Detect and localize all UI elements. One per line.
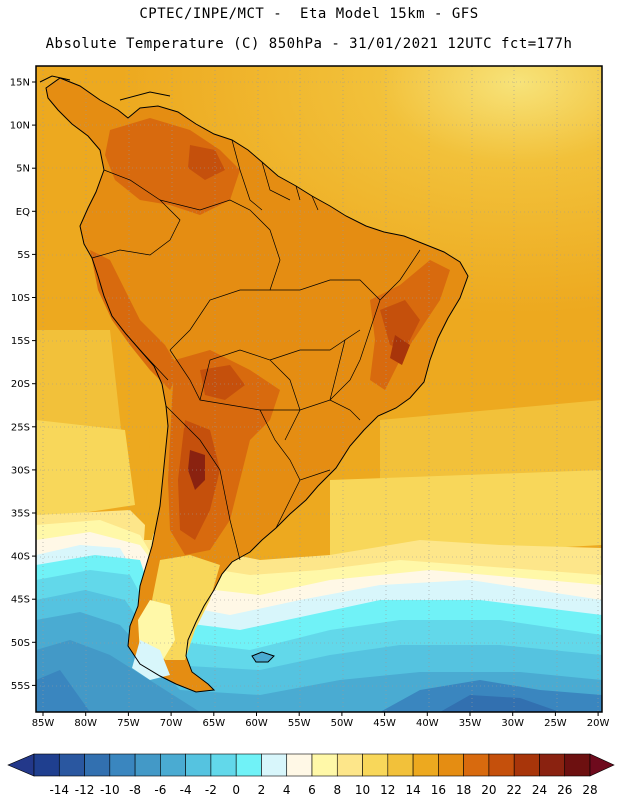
colorbar-swatch: [109, 753, 136, 777]
longitude-axis: 85W 80W 75W 70W 65W 60W 55W 50W 45W 40W 35W 30W 25W 2…: [32, 712, 610, 729]
lon-label: 40W: [416, 718, 439, 729]
colorbar-swatch: [362, 753, 389, 777]
colorbar-swatch: [564, 753, 591, 777]
lat-label: 55S: [11, 681, 30, 692]
lon-label: 80W: [74, 718, 97, 729]
colorbar-label: 14: [405, 783, 420, 797]
colorbar-label: 4: [283, 783, 291, 797]
colorbar-swatch: [286, 753, 313, 777]
lat-label: 10S: [11, 293, 30, 304]
lat-label: 40S: [11, 552, 30, 563]
colorbar-swatch: [134, 753, 161, 777]
colorbar-label: 18: [456, 783, 471, 797]
lat-label: 20S: [11, 379, 30, 390]
colorbar-label: 12: [380, 783, 395, 797]
lat-label: 10N: [10, 121, 30, 132]
lat-label: 15S: [11, 336, 30, 347]
colorbar-label: 6: [308, 783, 316, 797]
lat-label: 15N: [10, 78, 30, 89]
lon-label: 25W: [544, 718, 567, 729]
field-layer: [36, 66, 602, 712]
plot-frame: [35, 65, 603, 713]
lon-label: 20W: [587, 718, 610, 729]
lat-label: 5N: [16, 164, 30, 175]
colorbar-label: 16: [431, 783, 446, 797]
colorbar-label: 0: [232, 783, 240, 797]
colorbar-swatch: [185, 753, 212, 777]
lat-label: 45S: [11, 595, 30, 606]
colorbar-swatch: [84, 753, 111, 777]
latitude-axis: 15N 10N 5N EQ 5S 10S 15S 20S 25S 30S 35S 40S 45S 50S 5…: [10, 78, 36, 692]
lat-label: 25S: [11, 422, 30, 433]
colorbar-swatch: [58, 753, 85, 777]
chart-subtitle: Absolute Temperature (C) 850hPa - 31/01/…: [45, 36, 573, 52]
lat-label: 50S: [11, 638, 30, 649]
lat-label: 35S: [11, 509, 30, 520]
colorbar-label: 10: [355, 783, 370, 797]
lon-label: 45W: [373, 718, 396, 729]
lat-label: 5S: [17, 250, 30, 261]
colorbar-swatch: [33, 753, 60, 777]
colorbar-label: 20: [481, 783, 496, 797]
colorbar-swatch: [438, 753, 464, 777]
lon-label: 85W: [32, 718, 55, 729]
colorbar-label: -12: [75, 783, 95, 797]
lat-label: 30S: [11, 465, 30, 476]
colorbar-label: 22: [507, 783, 522, 797]
colorbar-swatch: [336, 753, 363, 777]
chart-title: CPTEC/INPE/MCT - Eta Model 15km - GFS: [139, 6, 479, 22]
colorbar-label: -4: [180, 783, 192, 797]
lon-label: 60W: [245, 718, 268, 729]
colorbar-label: 26: [557, 783, 572, 797]
colorbar-swatch: [513, 753, 540, 777]
colorbar-swatch: [488, 753, 515, 777]
lat-label: EQ: [16, 207, 30, 218]
colorbar-swatch: [235, 753, 262, 777]
colorbar-label: -14: [49, 783, 69, 797]
colorbar-label: -2: [205, 783, 217, 797]
colorbar-swatch: [463, 753, 490, 777]
country-borders: [91, 139, 421, 561]
colorbar-swatch: [311, 753, 338, 777]
colorbar-label: -6: [154, 783, 166, 797]
lon-label: 50W: [331, 718, 354, 729]
colorbar-swatch: [210, 753, 237, 777]
lon-label: 65W: [202, 718, 225, 729]
coastlines: [39, 75, 469, 693]
colorbar-label: 28: [582, 783, 597, 797]
colorbar-label: 24: [532, 783, 547, 797]
colorbar-swatch: [539, 753, 566, 777]
lon-label: 75W: [117, 718, 140, 729]
lon-label: 30W: [501, 718, 524, 729]
colorbar-swatch: [160, 753, 186, 777]
colorbar-label: 2: [258, 783, 266, 797]
colorbar: -14 -12 -10 -8 -6 -4 -2 0 2 4 6 8 10 12 14 16 18 20 22 24 26…: [7, 753, 615, 797]
lon-label: 70W: [160, 718, 183, 729]
colorbar-swatch: [387, 753, 414, 777]
colorbar-swatch: [412, 753, 439, 777]
lon-label: 55W: [288, 718, 311, 729]
colorbar-over-arrow: [589, 753, 615, 777]
colorbar-label: -8: [129, 783, 141, 797]
lon-label: 35W: [459, 718, 482, 729]
colorbar-swatch: [261, 753, 288, 777]
colorbar-label: -10: [100, 783, 120, 797]
colorbar-under-arrow: [7, 753, 35, 777]
colorbar-label: 8: [333, 783, 341, 797]
